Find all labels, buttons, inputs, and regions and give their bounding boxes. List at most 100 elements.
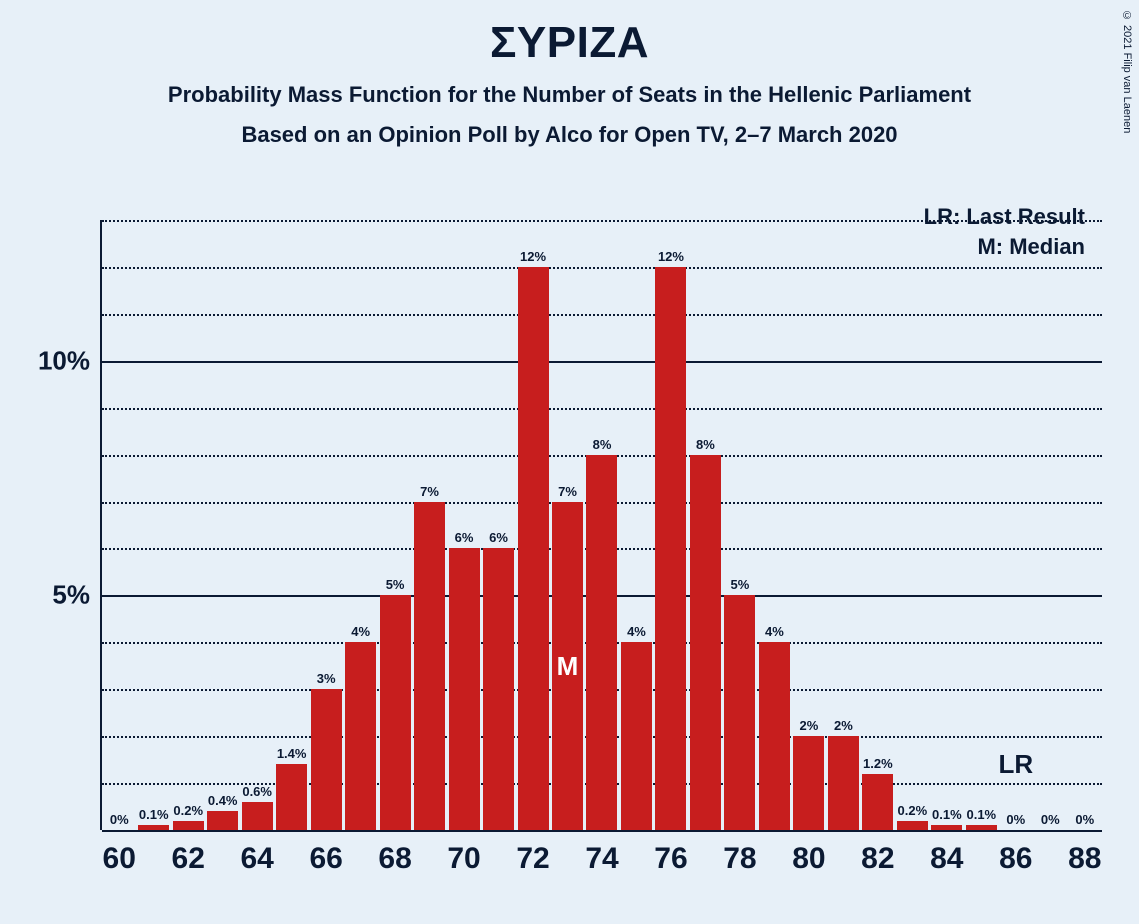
last-result-marker: LR: [998, 749, 1033, 780]
bar-value-label: 1.4%: [277, 746, 307, 761]
bar-value-label: 4%: [627, 624, 646, 639]
y-gridline-major: [102, 830, 1102, 832]
bar-value-label: 12%: [658, 249, 684, 264]
chart-subtitle-1: Probability Mass Function for the Number…: [0, 82, 1139, 108]
bar-value-label: 0%: [1041, 812, 1060, 827]
bar-slot: 4%: [757, 642, 791, 830]
bar-slot: 0.2%: [895, 821, 929, 830]
y-tick-label: 5%: [52, 580, 90, 611]
chart-subtitle-2: Based on an Opinion Poll by Alco for Ope…: [0, 122, 1139, 148]
bar-slot: 0.2%: [171, 821, 205, 830]
bar-value-label: 4%: [351, 624, 370, 639]
bar-value-label: 5%: [386, 577, 405, 592]
x-tick-label: 76: [654, 842, 687, 876]
bar-value-label: 1.2%: [863, 756, 893, 771]
x-tick-label: 80: [792, 842, 825, 876]
bar-value-label: 0.1%: [932, 807, 962, 822]
bar-value-label: 0.4%: [208, 793, 238, 808]
bar-value-label: 4%: [765, 624, 784, 639]
bar: [311, 689, 342, 830]
bar: [207, 811, 238, 830]
bar-slot: 5%: [378, 595, 412, 830]
pmf-bar-chart: LR: Last Result M: Median 5%10%0%0.1%0.2…: [100, 200, 1100, 830]
plot-area: 5%10%0%0.1%0.2%0.4%0.6%1.4%3%4%5%7%6%6%1…: [100, 220, 1100, 830]
bar-slot: 1.2%: [861, 774, 895, 830]
bar-slot: 0.1%: [964, 825, 998, 830]
bar: [483, 548, 514, 830]
bar: [242, 802, 273, 830]
bar-value-label: 2%: [799, 718, 818, 733]
bar-slot: 2%: [792, 736, 826, 830]
bar-slot: 4%: [619, 642, 653, 830]
bar-slot: 0.6%: [240, 802, 274, 830]
bar: [380, 595, 411, 830]
y-tick-label: 10%: [38, 345, 90, 376]
bar-value-label: 7%: [558, 484, 577, 499]
x-tick-label: 60: [103, 842, 136, 876]
bar-slot: 6%: [447, 548, 481, 830]
bar: [862, 774, 893, 830]
bar-slot: 1.4%: [274, 764, 308, 830]
bar: [931, 825, 962, 830]
bar-value-label: 0.6%: [242, 784, 272, 799]
bar-value-label: 7%: [420, 484, 439, 499]
bar-value-label: 0%: [1006, 812, 1025, 827]
bar-slot: 2%: [826, 736, 860, 830]
bar-value-label: 3%: [317, 671, 336, 686]
x-tick-label: 84: [930, 842, 963, 876]
bar-slot: 0.1%: [930, 825, 964, 830]
bar-slot: 0.4%: [205, 811, 239, 830]
x-tick-label: 78: [723, 842, 756, 876]
bar: [345, 642, 376, 830]
bar: [173, 821, 204, 830]
bar-value-label: 6%: [489, 530, 508, 545]
bar: [138, 825, 169, 830]
bar: [621, 642, 652, 830]
bar-value-label: 0.2%: [898, 803, 928, 818]
bar: [586, 455, 617, 830]
bar-slot: 5%: [723, 595, 757, 830]
bar: [518, 267, 549, 830]
x-tick-label: 70: [447, 842, 480, 876]
bar-value-label: 0.2%: [173, 803, 203, 818]
x-tick-label: 82: [861, 842, 894, 876]
bar-slot: 8%: [688, 455, 722, 830]
bar-slot: 7%: [412, 502, 446, 830]
bar-slot: 3%: [309, 689, 343, 830]
bar-value-label: 0.1%: [966, 807, 996, 822]
bar-value-label: 12%: [520, 249, 546, 264]
bar-value-label: 6%: [455, 530, 474, 545]
x-tick-label: 68: [378, 842, 411, 876]
bar-value-label: 8%: [696, 437, 715, 452]
x-tick-label: 74: [585, 842, 618, 876]
bar: [828, 736, 859, 830]
x-tick-label: 62: [172, 842, 205, 876]
bar-value-label: 5%: [731, 577, 750, 592]
x-tick-label: 66: [309, 842, 342, 876]
bar-slot: 12%: [516, 267, 550, 830]
bar: [724, 595, 755, 830]
bar-value-label: 2%: [834, 718, 853, 733]
bar: [897, 821, 928, 830]
bar-slot: 0.1%: [136, 825, 170, 830]
bar: [276, 764, 307, 830]
bar-value-label: 8%: [593, 437, 612, 452]
bar-slot: 6%: [481, 548, 515, 830]
bar: [414, 502, 445, 830]
median-marker: M: [557, 651, 579, 682]
bar-value-label: 0.1%: [139, 807, 169, 822]
bar: [966, 825, 997, 830]
chart-title: ΣΥΡΙΖΑ: [0, 18, 1139, 68]
x-tick-label: 72: [516, 842, 549, 876]
x-tick-label: 88: [1068, 842, 1101, 876]
bar-slot: 8%: [585, 455, 619, 830]
bars-container: 0%0.1%0.2%0.4%0.6%1.4%3%4%5%7%6%6%12%7%8…: [102, 220, 1100, 830]
bar: [449, 548, 480, 830]
bar: [690, 455, 721, 830]
x-tick-label: 86: [999, 842, 1032, 876]
bar: [759, 642, 790, 830]
copyright-text: © 2021 Filip van Laenen: [1121, 10, 1133, 133]
bar: [793, 736, 824, 830]
bar-slot: 12%: [654, 267, 688, 830]
x-tick-label: 64: [240, 842, 273, 876]
